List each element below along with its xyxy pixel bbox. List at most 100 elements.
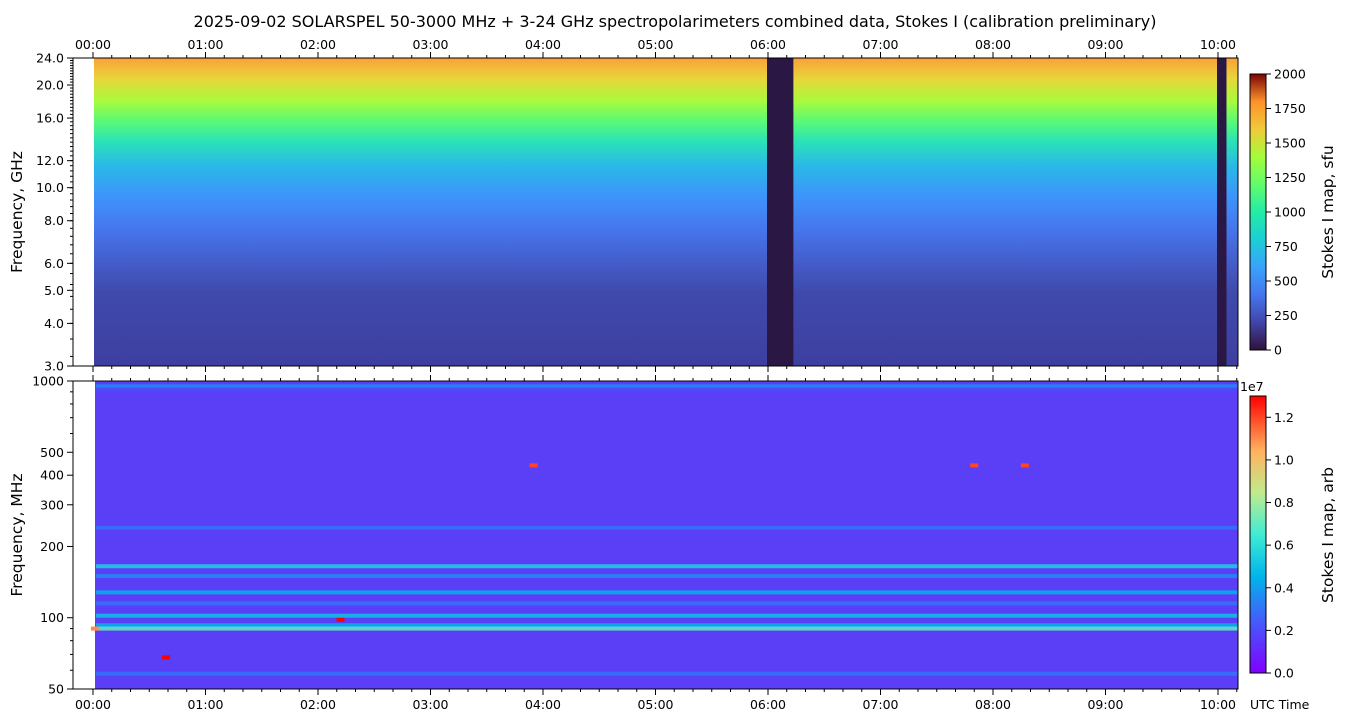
emission-band [96,387,1238,392]
bottom-colorbar-tick-label: 1.2 [1274,410,1294,425]
bottom-x-tick-label: 00:00 [75,697,111,712]
bright-spot [970,463,979,468]
top-x-tick-label: 07:00 [862,37,898,52]
top-y-tick-label: 12.0 [36,153,64,168]
bottom-bright-spots [90,463,1029,660]
top-x-tick-label: 06:00 [750,37,786,52]
top-colorbar-tick-label: 250 [1274,308,1298,323]
bottom-colorbar-ticks: 0.0 0.2 0.4 0.6 0.8 1.0 1.2 [1266,410,1294,681]
bottom-emission-bands [96,384,1238,676]
bottom-x-tick-label: 03:00 [412,697,448,712]
bottom-colorbar-multiplier: 1e7 [1240,379,1264,394]
bottom-y-tick-label: 300 [40,497,64,512]
bottom-x-tick-label: 10:00 [1200,697,1236,712]
top-colorbar-tick-label: 1500 [1274,136,1306,151]
top-colorbar-tick-label: 1750 [1274,101,1306,116]
top-y-tick-label: 5.0 [44,283,64,298]
top-x-tick-label: 05:00 [637,37,673,52]
bottom-y-ticks: 50 100 200 300 400 500 1000 [32,374,73,697]
top-x-tick-label: 10:00 [1200,37,1236,52]
emission-band [96,525,1238,530]
bottom-y-tick-label: 50 [48,682,64,697]
top-x-tick-label: 09:00 [1087,37,1123,52]
emission-band [96,564,1238,569]
top-y-tick-label: 4.0 [44,316,64,331]
bottom-x-tick-label: 04:00 [525,697,561,712]
emission-band [96,601,1238,606]
top-y-tick-label: 6.0 [44,256,64,271]
top-colorbar-tick-label: 500 [1274,274,1298,289]
data-gap-stripe [1217,58,1227,366]
emission-band [96,626,1238,631]
top-x-tick-label: 01:00 [187,37,223,52]
bright-spot [90,626,99,631]
bottom-x-ticks: 00:00 01:00 02:00 03:00 04:00 05:00 06:00 07:00… [75,375,1238,712]
top-x-tick-label: 08:00 [975,37,1011,52]
top-left-margin [73,58,94,366]
bottom-colorbar-tick-label: 0.8 [1274,495,1294,510]
bottom-y-tick-label: 1000 [32,374,64,389]
bottom-colorbar-tick-label: 0.2 [1274,623,1294,638]
bottom-colorbar-tick-label: 0.6 [1274,538,1294,553]
figure-title: 2025-09-02 SOLARSPEL 50-3000 MHz + 3-24 … [194,12,1157,31]
bottom-x-tick-label: 09:00 [1087,697,1123,712]
top-y-tick-label: 3.0 [44,359,64,374]
bottom-y-tick-label: 200 [40,539,64,554]
bottom-x-tick-label: 02:00 [300,697,336,712]
bottom-y-tick-label: 500 [40,445,64,460]
bottom-x-tick-label: 06:00 [750,697,786,712]
bottom-panel: 00:00 01:00 02:00 03:00 04:00 05:00 06:00 07:00… [8,374,1310,713]
top-colorbar-gradient [1249,73,1267,351]
top-y-tick-label: 8.0 [44,213,64,228]
top-y-axis-label: Frequency, GHz [8,151,26,273]
top-colorbar-tick-label: 750 [1274,239,1298,254]
emission-band [96,574,1238,579]
bright-spot [529,463,538,468]
emission-band [96,384,1238,389]
data-gap-stripe [767,58,794,366]
bottom-colorbar-tick-label: 0.4 [1274,580,1294,595]
bottom-colorbar-gradient [1249,395,1267,674]
top-colorbar-label: Stokes I map, sfu [1319,145,1337,279]
top-y-tick-label: 24.0 [36,51,64,66]
bright-spot [162,655,171,660]
top-colorbar-tick-label: 1000 [1274,205,1306,220]
bottom-x-tick-label: 01:00 [187,697,223,712]
top-colorbar: 0 250 500 750 1000 1250 1500 1750 2000 Stokes I … [1249,67,1337,358]
emission-band [96,623,1238,628]
top-colorbar-tick-label: 2000 [1274,67,1306,82]
top-x-tick-label: 02:00 [300,37,336,52]
emission-band [96,671,1238,676]
bottom-colorbar-label: Stokes I map, arb [1319,467,1337,603]
top-y-tick-label: 20.0 [36,78,64,93]
emission-band [96,613,1238,618]
top-x-tick-label: 03:00 [412,37,448,52]
bottom-heatmap-area [95,381,1238,689]
bottom-y-tick-label: 400 [40,468,64,483]
bottom-x-tick-label: 07:00 [862,697,898,712]
top-y-tick-label: 16.0 [36,111,64,126]
top-heatmap-area [73,58,1238,366]
top-x-tick-label: 00:00 [75,37,111,52]
bottom-x-tick-label: 08:00 [975,697,1011,712]
top-x-tick-label: 04:00 [525,37,561,52]
bright-spot [336,617,345,622]
top-colorbar-tick-label: 1250 [1274,170,1306,185]
bright-spot [1020,463,1029,468]
top-colorbar-ticks: 0 250 500 750 1000 1250 1500 1750 2000 [1266,67,1306,358]
bottom-colorbar: 0.0 0.2 0.4 0.6 0.8 1.0 1.2 1e7 Stokes I map, … [1240,379,1337,681]
bottom-colorbar-tick-label: 1.0 [1274,452,1294,467]
bottom-colorbar-tick-label: 0.0 [1274,666,1294,681]
top-data-gaps [73,58,1227,366]
bottom-left-margin [73,381,95,689]
top-panel: 00:00 01:00 02:00 03:00 04:00 05:00 06:00 07:00… [8,37,1239,374]
bottom-y-tick-label: 100 [40,610,64,625]
bottom-x-axis-label: UTC Time [1250,697,1310,712]
top-y-ticks: 3.0 4.0 5.0 6.0 8.0 10.0 12.0 16.0 20.0 24.0 [36,51,73,374]
top-colorbar-tick-label: 0 [1274,343,1282,358]
top-x-ticks: 00:00 01:00 02:00 03:00 04:00 05:00 06:00 07:00… [75,37,1238,372]
emission-band [96,590,1238,595]
bottom-y-axis-label: Frequency, MHz [8,473,26,596]
top-y-tick-label: 10.0 [36,180,64,195]
